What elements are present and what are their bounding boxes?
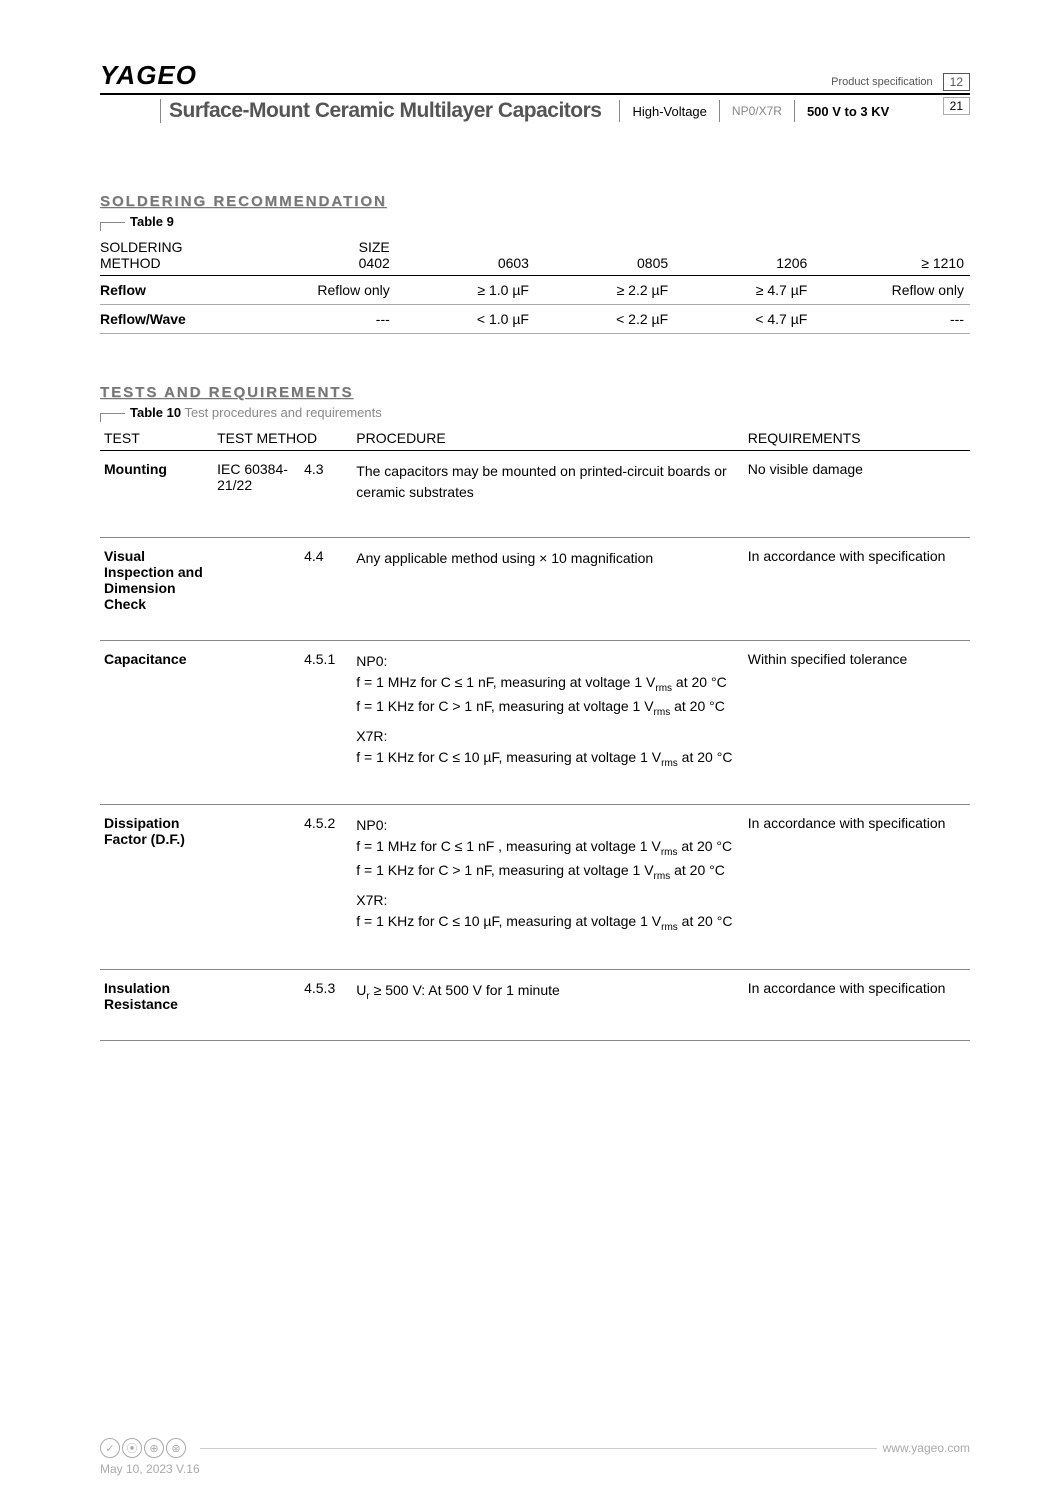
brand-logo: YAGEO [100, 60, 831, 91]
col-1210: ≥ 1210 [813, 235, 970, 276]
table-row: Visual Inspection and Dimension Check 4.4… [100, 538, 970, 641]
section-title-tests: TESTS AND REQUIREMENTS [100, 384, 970, 401]
footer-url: www.yageo.com [883, 1441, 970, 1455]
col-test: TEST [100, 426, 213, 451]
voltage-label: 500 V to 3 KV [803, 104, 893, 119]
page-total: 21 [943, 97, 970, 115]
cell-procedure: Ur ≥ 500 V: At 500 V for 1 minute [352, 969, 744, 1040]
cell-method-std: IEC 60384-21/22 [213, 451, 300, 538]
cell-requirements: In accordance with specification [744, 538, 970, 641]
col-0402: SIZE 0402 [257, 235, 396, 276]
cert-icon: ⊛ [166, 1438, 186, 1458]
cert-icon: ✓ [100, 1438, 120, 1458]
col-1206: 1206 [674, 235, 813, 276]
table-9-caption: Table 9 [130, 214, 174, 229]
cell-method-std [213, 969, 300, 1040]
table-row: Insulation Resistance 4.5.3Ur ≥ 500 V: At… [100, 969, 970, 1040]
col-method: TEST METHOD [213, 426, 352, 451]
section-title-soldering: SOLDERING RECOMMENDATION [100, 193, 970, 210]
cert-icons: ✓ ⦿ ⊕ ⊛ [100, 1438, 186, 1458]
cell-test: Capacitance [100, 641, 213, 805]
cell-1206: ≥ 4.7 µF [674, 276, 813, 305]
table-header-row: SOLDERING METHOD SIZE 0402 0603 0805 120… [100, 235, 970, 276]
cert-icon: ⊕ [144, 1438, 164, 1458]
footer-date: May 10, 2023 V.16 [100, 1462, 200, 1476]
page-footer: ✓ ⦿ ⊕ ⊛ www.yageo.com [100, 1438, 970, 1458]
table-row: ReflowReflow only≥ 1.0 µF≥ 2.2 µF≥ 4.7 µ… [100, 276, 970, 305]
cert-icon: ⦿ [122, 1438, 142, 1458]
divider-icon [719, 100, 720, 122]
cell-method-clause: 4.4 [300, 538, 352, 641]
doc-title: Surface-Mount Ceramic Multilayer Capacit… [169, 99, 611, 123]
cell-test: Mounting [100, 451, 213, 538]
col-procedure: PROCEDURE [352, 426, 744, 451]
col-0805: 0805 [535, 235, 674, 276]
cell-method-std [213, 641, 300, 805]
cell-test: Visual Inspection and Dimension Check [100, 538, 213, 641]
page-current: 12 [943, 73, 970, 91]
table-row: MountingIEC 60384-21/224.3The capacitors… [100, 451, 970, 538]
cell-1210: --- [813, 305, 970, 334]
cell-0603: < 1.0 µF [396, 305, 535, 334]
cell-method-clause: 4.5.3 [300, 969, 352, 1040]
cell-procedure: Any applicable method using × 10 magnifi… [352, 538, 744, 641]
cell-method-clause: 4.5.2 [300, 805, 352, 969]
cell-1210: Reflow only [813, 276, 970, 305]
table-row: Capacitance 4.5.1NP0:f = 1 MHz for C ≤ 1 … [100, 641, 970, 805]
cell-procedure: NP0:f = 1 MHz for C ≤ 1 nF , measuring a… [352, 805, 744, 969]
cell-method: Reflow/Wave [100, 305, 257, 334]
cell-1206: < 4.7 µF [674, 305, 813, 334]
table-row: Dissipation Factor (D.F.) 4.5.2NP0:f = 1 … [100, 805, 970, 969]
table-9-label: Table 9 [100, 214, 970, 229]
divider-icon [794, 100, 795, 122]
table-10-caption-bold: Table 10 [130, 405, 181, 420]
np0-label: NP0/X7R [728, 104, 786, 118]
cell-0805: < 2.2 µF [535, 305, 674, 334]
cell-requirements: In accordance with specification [744, 805, 970, 969]
cell-procedure: The capacitors may be mounted on printed… [352, 451, 744, 538]
cell-test: Dissipation Factor (D.F.) [100, 805, 213, 969]
cell-test: Insulation Resistance [100, 969, 213, 1040]
col-requirements: REQUIREMENTS [744, 426, 970, 451]
hv-label: High-Voltage [628, 104, 710, 119]
footer-divider [200, 1448, 877, 1449]
col-0603: 0603 [396, 235, 535, 276]
table-10-label: Table 10 Test procedures and requirement… [100, 405, 970, 420]
cell-method-clause: 4.5.1 [300, 641, 352, 805]
cell-requirements: No visible damage [744, 451, 970, 538]
cell-0805: ≥ 2.2 µF [535, 276, 674, 305]
cell-0402: Reflow only [257, 276, 396, 305]
table-header-row: TEST TEST METHOD PROCEDURE REQUIREMENTS [100, 426, 970, 451]
table-row: Reflow/Wave---< 1.0 µF< 2.2 µF< 4.7 µF--… [100, 305, 970, 334]
cell-requirements: Within specified tolerance [744, 641, 970, 805]
cell-procedure: NP0:f = 1 MHz for C ≤ 1 nF, measuring at… [352, 641, 744, 805]
tests-table: TEST TEST METHOD PROCEDURE REQUIREMENTS … [100, 426, 970, 1041]
cell-method-std [213, 538, 300, 641]
spec-label: Product specification [831, 76, 933, 88]
cell-method-clause: 4.3 [300, 451, 352, 538]
cell-method: Reflow [100, 276, 257, 305]
cell-0402: --- [257, 305, 396, 334]
spec-indicator: Product specification 12 [831, 73, 970, 91]
cell-method-std [213, 805, 300, 969]
subheader: Surface-Mount Ceramic Multilayer Capacit… [160, 99, 939, 123]
soldering-table: SOLDERING METHOD SIZE 0402 0603 0805 120… [100, 235, 970, 334]
cell-requirements: In accordance with specification [744, 969, 970, 1040]
header-bar: YAGEO Product specification 12 [100, 60, 970, 95]
table-10-caption-text: Test procedures and requirements [184, 405, 381, 420]
cell-0603: ≥ 1.0 µF [396, 276, 535, 305]
col-method: SOLDERING METHOD [100, 235, 257, 276]
divider-icon [619, 100, 620, 122]
